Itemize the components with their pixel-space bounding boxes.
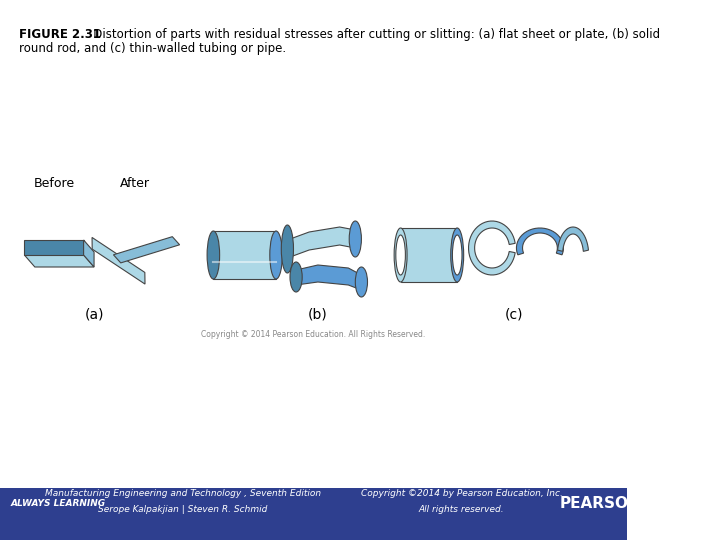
Text: Copyright © 2014 Pearson Education. All Rights Reserved.: Copyright © 2014 Pearson Education. All … (202, 330, 426, 339)
Text: Manufacturing Engineering and Technology , Seventh Edition: Manufacturing Engineering and Technology… (45, 489, 321, 498)
Polygon shape (400, 228, 457, 282)
Polygon shape (24, 255, 94, 267)
Polygon shape (516, 228, 564, 255)
Text: (a): (a) (84, 308, 104, 322)
Ellipse shape (394, 228, 407, 282)
Ellipse shape (282, 225, 294, 273)
Polygon shape (213, 231, 276, 279)
Text: All rights reserved.: All rights reserved. (419, 505, 505, 514)
Polygon shape (24, 240, 84, 255)
Text: round rod, and (c) thin-walled tubing or pipe.: round rod, and (c) thin-walled tubing or… (19, 42, 287, 55)
Ellipse shape (349, 221, 361, 257)
Text: Distortion of parts with residual stresses after cutting or slitting: (a) flat s: Distortion of parts with residual stress… (82, 28, 660, 41)
Text: Before: Before (33, 177, 75, 190)
Polygon shape (469, 221, 516, 275)
Ellipse shape (451, 228, 464, 282)
Text: ALWAYS LEARNING: ALWAYS LEARNING (11, 500, 106, 509)
Text: (b): (b) (308, 308, 328, 322)
Text: (c): (c) (505, 308, 523, 322)
Ellipse shape (207, 231, 220, 279)
Ellipse shape (270, 231, 282, 279)
Polygon shape (84, 240, 94, 267)
Ellipse shape (396, 235, 405, 275)
Polygon shape (92, 238, 145, 284)
Text: FIGURE 2.31: FIGURE 2.31 (19, 28, 101, 41)
Ellipse shape (452, 235, 462, 275)
Polygon shape (287, 227, 355, 258)
Ellipse shape (290, 262, 302, 292)
Text: Serope Kalpakjian | Steven R. Schmid: Serope Kalpakjian | Steven R. Schmid (98, 505, 268, 514)
Text: PEARSON: PEARSON (560, 496, 642, 511)
Text: After: After (120, 177, 150, 190)
FancyBboxPatch shape (0, 488, 627, 540)
Polygon shape (296, 265, 361, 290)
Ellipse shape (355, 267, 367, 297)
Text: Copyright ©2014 by Pearson Education, Inc.: Copyright ©2014 by Pearson Education, In… (361, 489, 562, 498)
Polygon shape (114, 237, 179, 263)
Polygon shape (557, 227, 588, 251)
